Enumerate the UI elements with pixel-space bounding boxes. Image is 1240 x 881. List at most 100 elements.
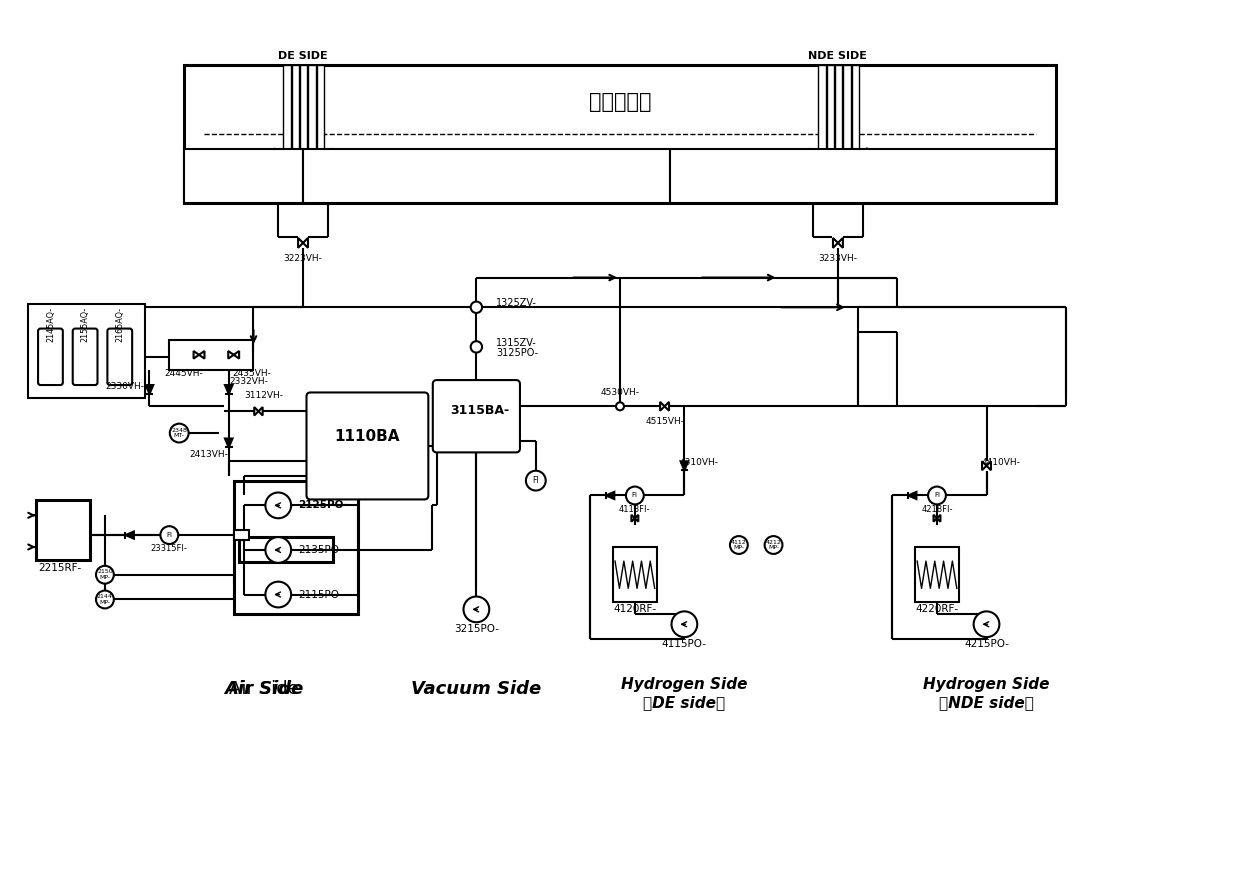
- Bar: [352, 429, 382, 484]
- Text: 3115BA-: 3115BA-: [450, 403, 508, 417]
- Bar: [283, 64, 290, 149]
- Polygon shape: [224, 385, 233, 394]
- Bar: [843, 64, 851, 149]
- Text: FI: FI: [532, 476, 539, 485]
- Polygon shape: [838, 238, 843, 248]
- Text: 2330VH-: 2330VH-: [105, 382, 144, 391]
- Text: 4112
MP-: 4112 MP-: [732, 539, 746, 551]
- Text: 4310VH-: 4310VH-: [680, 458, 719, 467]
- Text: 1315ZV-: 1315ZV-: [496, 338, 537, 348]
- Circle shape: [928, 486, 946, 505]
- Polygon shape: [254, 407, 258, 416]
- Bar: [852, 64, 859, 149]
- Polygon shape: [303, 238, 308, 248]
- Text: 4218FI-: 4218FI-: [921, 505, 952, 514]
- Circle shape: [973, 611, 999, 637]
- Circle shape: [95, 590, 114, 609]
- Text: 4220RF-: 4220RF-: [915, 604, 959, 614]
- Text: DE SIDE: DE SIDE: [278, 51, 327, 61]
- Circle shape: [464, 596, 490, 622]
- Circle shape: [730, 536, 748, 554]
- Text: 4212
MP-: 4212 MP-: [765, 539, 781, 551]
- Text: 2165AQ-: 2165AQ-: [115, 307, 124, 342]
- Circle shape: [265, 537, 291, 563]
- Circle shape: [526, 470, 546, 491]
- Polygon shape: [258, 407, 263, 416]
- Bar: [352, 462, 382, 484]
- Bar: [233, 481, 357, 614]
- Text: FI: FI: [166, 532, 172, 538]
- Polygon shape: [934, 515, 937, 522]
- Bar: [170, 340, 253, 370]
- FancyBboxPatch shape: [108, 329, 133, 385]
- Polygon shape: [631, 515, 635, 522]
- Text: 2144
MP-: 2144 MP-: [97, 594, 113, 605]
- Text: 3233VH-: 3233VH-: [818, 255, 857, 263]
- Text: Hydrogen Side
（DE side）: Hydrogen Side （DE side）: [621, 677, 748, 710]
- Circle shape: [765, 536, 782, 554]
- Bar: [827, 64, 835, 149]
- Text: 2145AQ-: 2145AQ-: [46, 307, 55, 342]
- Text: 4118FI-: 4118FI-: [619, 505, 651, 514]
- Bar: [27, 304, 145, 398]
- Text: NDE SIDE: NDE SIDE: [808, 51, 867, 61]
- Text: 4120RF-: 4120RF-: [614, 604, 656, 614]
- Text: 2215RF-: 2215RF-: [38, 563, 82, 573]
- FancyBboxPatch shape: [73, 329, 98, 385]
- FancyBboxPatch shape: [306, 392, 428, 500]
- Bar: [303, 149, 670, 204]
- Text: 2332VH-: 2332VH-: [229, 377, 268, 386]
- Text: 3223VH-: 3223VH-: [284, 255, 322, 263]
- FancyBboxPatch shape: [38, 329, 63, 385]
- Text: 2115PO-: 2115PO-: [298, 589, 343, 600]
- Polygon shape: [908, 492, 916, 499]
- Bar: [670, 149, 1055, 204]
- Bar: [309, 64, 316, 149]
- Bar: [233, 530, 248, 540]
- Text: FI: FI: [934, 492, 940, 499]
- Text: 4530VH-: 4530VH-: [600, 388, 640, 397]
- Polygon shape: [635, 515, 639, 522]
- Bar: [185, 64, 1055, 204]
- Text: 2125PO-: 2125PO-: [298, 500, 348, 510]
- Text: 2135PO-: 2135PO-: [298, 545, 343, 555]
- Polygon shape: [125, 531, 134, 538]
- Bar: [36, 500, 91, 559]
- Polygon shape: [224, 439, 233, 448]
- Bar: [317, 64, 325, 149]
- Text: FI: FI: [632, 492, 637, 499]
- Bar: [915, 547, 960, 602]
- Polygon shape: [660, 402, 665, 411]
- Circle shape: [471, 301, 482, 313]
- Text: Vacuum Side: Vacuum Side: [412, 679, 542, 698]
- Text: Air Side: Air Side: [223, 679, 303, 698]
- Text: 2413VH-: 2413VH-: [190, 450, 228, 459]
- Text: 1110BA: 1110BA: [335, 428, 401, 443]
- Text: 4410VH-: 4410VH-: [982, 458, 1021, 467]
- Polygon shape: [987, 462, 991, 470]
- Text: 4515VH-: 4515VH-: [645, 417, 684, 426]
- Polygon shape: [833, 238, 838, 248]
- Text: 发电机转子: 发电机转子: [589, 92, 651, 112]
- Text: 2435VH-: 2435VH-: [232, 369, 272, 378]
- Polygon shape: [681, 462, 688, 470]
- Text: 2445VH-: 2445VH-: [165, 369, 203, 378]
- Circle shape: [471, 341, 482, 352]
- Bar: [445, 395, 470, 434]
- Text: 3125PO-: 3125PO-: [496, 348, 538, 358]
- Text: 2150
MP-: 2150 MP-: [97, 569, 113, 580]
- Bar: [613, 547, 657, 602]
- Polygon shape: [200, 351, 205, 359]
- Circle shape: [170, 424, 188, 442]
- Text: Hydrogen Side
（NDE side）: Hydrogen Side （NDE side）: [924, 677, 1050, 710]
- Polygon shape: [228, 351, 233, 359]
- Circle shape: [616, 403, 624, 411]
- Circle shape: [265, 581, 291, 607]
- Polygon shape: [982, 462, 987, 470]
- Circle shape: [626, 486, 644, 505]
- Polygon shape: [298, 238, 303, 248]
- Bar: [818, 64, 826, 149]
- Bar: [238, 537, 332, 562]
- Text: 2348
MT-: 2348 MT-: [171, 427, 187, 439]
- Circle shape: [160, 526, 179, 544]
